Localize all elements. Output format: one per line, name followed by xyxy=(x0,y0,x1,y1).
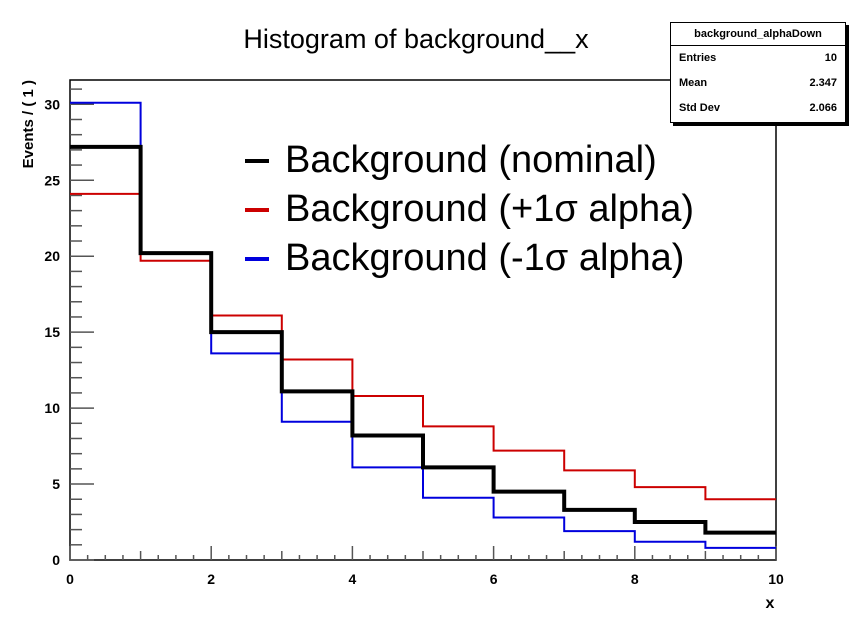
y-tick-label: 5 xyxy=(52,476,60,492)
stats-title: background_alphaDown xyxy=(671,23,845,46)
x-tick-label: 6 xyxy=(490,571,498,587)
series-line-0 xyxy=(70,144,776,535)
legend: Background (nominal) Background (+1σ alp… xyxy=(245,136,694,283)
stats-row-entries: Entries 10 xyxy=(671,46,845,71)
legend-label: Background (+1σ alpha) xyxy=(285,188,694,230)
y-tick-label: 15 xyxy=(44,324,60,340)
y-tick-label: 30 xyxy=(44,96,60,112)
stats-box: background_alphaDown Entries 10 Mean 2.347… xyxy=(670,22,846,123)
legend-swatch xyxy=(245,158,269,163)
legend-item-nominal: Background (nominal) xyxy=(245,136,694,185)
stats-value: 2.347 xyxy=(809,77,837,89)
x-axis-label: x xyxy=(766,595,775,612)
x-tick-label: 2 xyxy=(207,571,215,587)
legend-swatch xyxy=(245,256,269,261)
y-tick-label: 10 xyxy=(44,400,60,416)
stats-label: Mean xyxy=(679,77,708,89)
stats-row-mean: Mean 2.347 xyxy=(671,71,845,96)
stats-value: 10 xyxy=(824,52,837,64)
stats-row-stddev: Std Dev 2.066 xyxy=(671,96,845,121)
legend-label: Background (-1σ alpha) xyxy=(285,237,685,279)
legend-swatch xyxy=(245,207,269,212)
y-tick-label: 0 xyxy=(52,552,60,568)
x-tick-label: 10 xyxy=(768,571,784,587)
y-tick-label: 20 xyxy=(44,248,60,264)
stats-label: Entries xyxy=(679,52,717,64)
legend-item-up: Background (+1σ alpha) xyxy=(245,185,694,234)
legend-item-down: Background (-1σ alpha) xyxy=(245,234,694,283)
stats-value: 2.066 xyxy=(809,102,837,114)
x-tick-label: 4 xyxy=(349,571,357,587)
y-axis-label: Events / ( 1 ) xyxy=(20,80,37,168)
legend-label: Background (nominal) xyxy=(285,139,657,181)
y-tick-label: 25 xyxy=(44,172,60,188)
x-tick-label: 8 xyxy=(631,571,639,587)
stats-label: Std Dev xyxy=(679,102,720,114)
chart-title: Histogram of background__x xyxy=(243,24,589,54)
x-tick-label: 0 xyxy=(66,571,74,587)
